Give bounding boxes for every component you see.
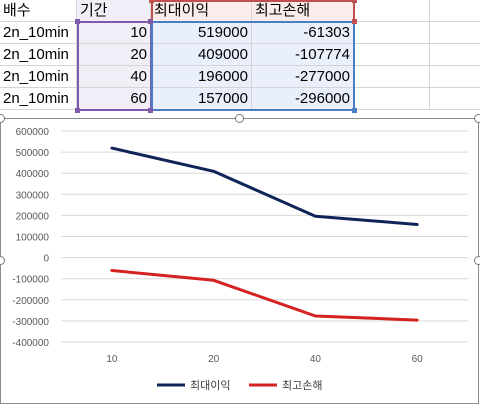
cell-max-profit[interactable]: 519000 <box>151 22 252 44</box>
legend-label: 최고손해 <box>282 378 322 392</box>
empty-cell[interactable] <box>354 22 430 44</box>
cell-max-loss[interactable]: -296000 <box>252 88 354 110</box>
table-row: 2n_10min 10 519000 -61303 <box>0 22 480 44</box>
x-tick-label: 40 <box>310 354 322 365</box>
range-resize-handle[interactable] <box>75 19 80 24</box>
cell-period[interactable]: 60 <box>77 88 151 110</box>
chart-resize-handle[interactable] <box>474 256 480 265</box>
series-line <box>110 269 419 322</box>
chart-resize-handle[interactable] <box>0 114 5 123</box>
y-tick-label: 600000 <box>16 127 50 138</box>
line-chart[interactable]: 600000 500000 400000 300000 200000 100000 0 -10… <box>0 118 479 404</box>
y-tick-label: 0 <box>43 254 49 265</box>
y-tick-label: -300000 <box>12 317 49 328</box>
cell-multiplier[interactable]: 2n_10min <box>0 88 77 110</box>
empty-cell[interactable] <box>430 0 480 22</box>
series-line <box>110 146 419 226</box>
table-row: 2n_10min 40 196000 -277000 <box>0 66 480 88</box>
y-tick-label: -200000 <box>12 296 49 307</box>
y-tick-label: 500000 <box>16 148 50 159</box>
legend-label: 최대이익 <box>190 379 230 392</box>
cell-period[interactable]: 20 <box>77 44 151 66</box>
empty-cell[interactable] <box>354 0 430 22</box>
cell-max-loss[interactable]: -107774 <box>252 44 354 66</box>
range-resize-handle[interactable] <box>352 0 357 3</box>
range-resize-handle[interactable] <box>352 108 357 113</box>
table-row: 2n_10min 60 157000 -296000 <box>0 88 480 110</box>
header-cell-period[interactable]: 기간 <box>77 0 151 22</box>
chart-resize-handle[interactable] <box>474 114 480 123</box>
spreadsheet-grid: 배수 기간 최대이익 최고손해 2n_10min 10 519000 -6130… <box>0 0 480 118</box>
y-tick-label: -100000 <box>12 275 49 286</box>
y-tick-label: 400000 <box>16 169 50 180</box>
empty-cell[interactable] <box>430 66 480 88</box>
range-resize-handle[interactable] <box>149 0 154 3</box>
empty-cell[interactable] <box>430 88 480 110</box>
empty-cell[interactable] <box>354 44 430 66</box>
chart-plot: 600000 500000 400000 300000 200000 100000 0 -10… <box>12 127 468 392</box>
cell-multiplier[interactable]: 2n_10min <box>0 22 77 44</box>
chart-resize-handle[interactable] <box>235 114 244 123</box>
y-tick-label: 100000 <box>16 233 50 244</box>
cell-max-loss[interactable]: -61303 <box>252 22 354 44</box>
chart-resize-handle[interactable] <box>0 256 5 265</box>
cell-multiplier[interactable]: 2n_10min <box>0 66 77 88</box>
empty-cell[interactable] <box>430 44 480 66</box>
header-cell-multiplier[interactable]: 배수 <box>0 0 77 22</box>
cell-multiplier[interactable]: 2n_10min <box>0 44 77 66</box>
header-cell-max-profit[interactable]: 최대이익 <box>151 0 252 22</box>
range-resize-handle[interactable] <box>75 108 80 113</box>
range-resize-handle[interactable] <box>352 19 357 24</box>
empty-cell[interactable] <box>354 66 430 88</box>
cell-period[interactable]: 40 <box>77 66 151 88</box>
x-tick-label: 60 <box>412 354 424 365</box>
cell-max-profit[interactable]: 196000 <box>151 66 252 88</box>
y-tick-label: 300000 <box>16 190 50 201</box>
table-row: 2n_10min 20 409000 -107774 <box>0 44 480 66</box>
x-tick-label: 10 <box>106 354 118 365</box>
cell-period[interactable]: 10 <box>77 22 151 44</box>
empty-cell[interactable] <box>430 22 480 44</box>
range-resize-handle[interactable] <box>148 108 153 113</box>
cell-max-profit[interactable]: 409000 <box>151 44 252 66</box>
range-resize-handle[interactable] <box>148 19 153 24</box>
empty-cell[interactable] <box>354 88 430 110</box>
y-tick-label: 200000 <box>16 211 50 222</box>
header-row: 배수 기간 최대이익 최고손해 <box>0 0 480 22</box>
cell-max-profit[interactable]: 157000 <box>151 88 252 110</box>
cell-max-loss[interactable]: -277000 <box>252 66 354 88</box>
x-tick-label: 20 <box>208 354 220 365</box>
y-tick-label: -400000 <box>12 338 49 349</box>
header-cell-max-loss[interactable]: 최고손해 <box>252 0 354 22</box>
